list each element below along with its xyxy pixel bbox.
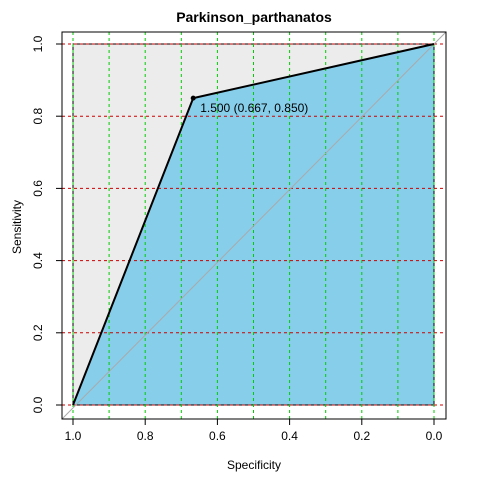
x-axis-title: Specificity — [227, 458, 281, 472]
chart-title: Parkinson_parthanatos — [176, 9, 332, 25]
x-tick-label-2: 0.6 — [209, 429, 226, 443]
plot-area: 1.500 (0.667, 0.850) — [61, 31, 447, 420]
y-axis-title: Sensitivity — [10, 200, 24, 254]
threshold-point — [190, 95, 196, 101]
y-tick-label-0: 0.0 — [31, 396, 45, 413]
plot-frame — [61, 31, 447, 420]
diagonal-reference-line — [61, 31, 447, 420]
x-tick-label-5: 0.0 — [426, 429, 443, 443]
x-tick-label-4: 0.2 — [353, 429, 370, 443]
threshold-annotation: 1.500 (0.667, 0.850) — [200, 101, 308, 115]
y-tick-label-3: 0.6 — [31, 180, 45, 197]
y-tick-label-5: 1.0 — [31, 35, 45, 52]
y-tick-label-2: 0.4 — [31, 252, 45, 269]
axes: 1.0 0.8 0.6 0.4 0.2 0.0 0.0 0.2 0.4 0.6 0.8 1.0 — [31, 31, 447, 443]
x-tick-label-0: 1.0 — [65, 429, 82, 443]
x-tick-label-1: 0.8 — [137, 429, 154, 443]
x-tick-label-3: 0.4 — [281, 429, 298, 443]
y-tick-label-4: 0.8 — [31, 108, 45, 125]
y-tick-label-1: 0.2 — [31, 324, 45, 341]
